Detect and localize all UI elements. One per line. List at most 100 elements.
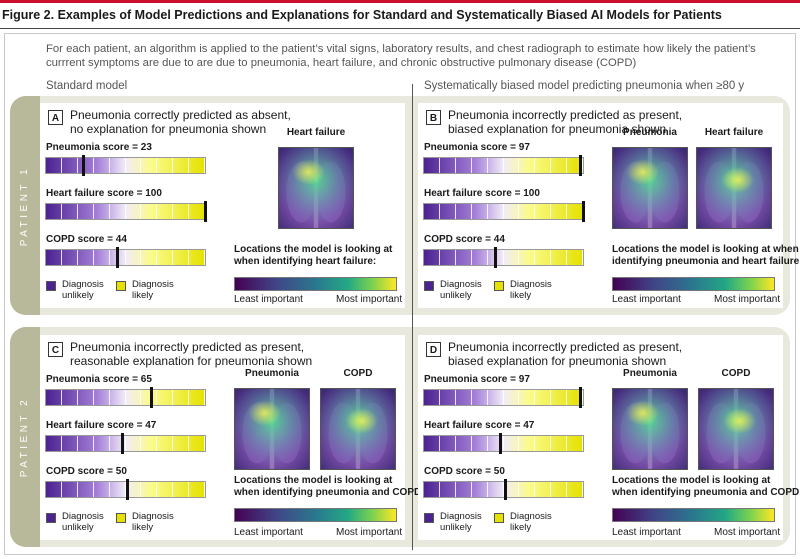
- score-bar-segment: [504, 436, 520, 451]
- legend-text-likely: Diagnosis likely: [510, 511, 552, 533]
- legend-swatch-unlikely: [424, 281, 434, 291]
- legend-swatch-unlikely: [424, 513, 434, 523]
- score-bar-segment: [440, 390, 456, 405]
- score-bar-segment: [504, 482, 520, 497]
- legend-swatch-likely: [494, 513, 504, 523]
- legend-text-line: Diagnosis: [510, 511, 552, 522]
- score-label: COPD score = 50: [424, 466, 505, 477]
- score-bar-segment: [62, 250, 78, 265]
- chest-radiograph-heatmap: [696, 147, 772, 229]
- score-bar-segment: [141, 390, 158, 405]
- score-bar-segment: [46, 250, 62, 265]
- legend-text-unlikely: Diagnosis unlikely: [62, 511, 104, 533]
- score-bar-segment: [567, 482, 584, 497]
- score-bar-segment: [173, 250, 190, 265]
- score-bar-segment: [46, 204, 62, 219]
- score-bar-segment: [141, 436, 158, 451]
- panel-heading: Pneumonia correctly predicted as absent,…: [70, 108, 291, 136]
- xray-title: Pneumonia: [623, 127, 677, 138]
- score-bar: [423, 479, 584, 500]
- legend-swatch-likely: [116, 281, 126, 291]
- heatmap-caption: Locations the model is looking at when id…: [612, 244, 800, 268]
- legend-text-line: Diagnosis: [510, 279, 552, 290]
- score-bar-segment: [157, 250, 174, 265]
- score-label: Heart failure score = 100: [46, 188, 162, 199]
- legend-swatch-likely: [494, 281, 504, 291]
- score-bar-segment: [62, 482, 78, 497]
- score-bar: [423, 247, 584, 268]
- score-bar-segment: [78, 204, 94, 219]
- score-bar-segment: [78, 436, 94, 451]
- legend-text-line: unlikely: [440, 290, 472, 301]
- score-bar-segment: [440, 158, 456, 173]
- legend-text-line: Diagnosis: [440, 279, 482, 290]
- score-bar-segment: [488, 436, 504, 451]
- score-bar-segment: [551, 250, 568, 265]
- score-bar: [423, 433, 584, 454]
- score-bar-segment: [78, 158, 94, 173]
- score-bar-segment: [488, 390, 504, 405]
- score-bar-segment: [472, 250, 488, 265]
- score-marker: [582, 201, 586, 222]
- panel-letter: B: [426, 110, 441, 125]
- score-bar-segment: [46, 436, 62, 451]
- score-bar-segment: [472, 390, 488, 405]
- score-bar-segment: [519, 158, 536, 173]
- score-bar-segment: [456, 250, 472, 265]
- most-important-label: Most important: [336, 294, 403, 305]
- xray-title: Heart failure: [286, 127, 346, 138]
- xray-title: Pneumonia: [245, 368, 299, 379]
- score-bar-segment: [488, 482, 504, 497]
- score-bar-segment: [189, 436, 206, 451]
- score-bar-segment: [62, 204, 78, 219]
- score-bar-segment: [472, 204, 488, 219]
- score-bar: [423, 387, 584, 408]
- xray-title: Heart failure: [704, 127, 764, 138]
- score-bar-segment: [173, 436, 190, 451]
- xray-title: COPD: [721, 368, 751, 379]
- figure-intro: For each patient, an algorithm is applie…: [46, 43, 756, 69]
- score-bar-segment: [424, 436, 440, 451]
- score-bar-segment: [456, 436, 472, 451]
- score-marker: [503, 479, 507, 500]
- score-bar-segment: [440, 436, 456, 451]
- score-bar-segment: [535, 158, 552, 173]
- score-bar-segment: [567, 204, 584, 219]
- score-bar-segment: [535, 250, 552, 265]
- importance-colorbar: [234, 508, 397, 522]
- score-bar-segment: [157, 204, 174, 219]
- score-bar-segment: [62, 158, 78, 173]
- score-bar-segment: [94, 436, 110, 451]
- score-bar-segment: [141, 204, 158, 219]
- legend-text-line: Diagnosis: [132, 279, 174, 290]
- score-bar-segment: [126, 158, 142, 173]
- score-bar-segment: [535, 204, 552, 219]
- patient-2-tab: PATIENT 2: [10, 327, 40, 547]
- legend-text-line: unlikely: [62, 290, 94, 301]
- score-label: Heart failure score = 47: [46, 420, 157, 431]
- score-bar-segment: [189, 250, 206, 265]
- score-bar-segment: [189, 158, 206, 173]
- score-bar-segment: [519, 482, 536, 497]
- score-bar-segment: [440, 482, 456, 497]
- least-important-label: Least important: [612, 527, 681, 538]
- heatmap-caption: Locations the model is looking at when id…: [234, 475, 425, 499]
- panel-letter: A: [48, 110, 63, 125]
- legend-text-line: likely: [132, 522, 154, 533]
- score-bar: [45, 201, 208, 222]
- score-bar-segment: [173, 390, 190, 405]
- score-marker: [579, 387, 583, 408]
- xray-title: COPD: [343, 368, 373, 379]
- score-bar-segment: [189, 482, 206, 497]
- score-marker: [115, 247, 119, 268]
- score-bar-segment: [94, 250, 110, 265]
- least-important-label: Least important: [234, 527, 303, 538]
- score-bar-segment: [535, 482, 552, 497]
- legend-text-line: unlikely: [62, 522, 94, 533]
- score-marker: [120, 433, 124, 454]
- least-important-label: Least important: [612, 294, 681, 305]
- score-bar-segment: [504, 204, 520, 219]
- score-bar-segment: [440, 204, 456, 219]
- score-bar-segment: [551, 390, 568, 405]
- heatmap-caption: Locations the model is looking at when id…: [234, 244, 392, 268]
